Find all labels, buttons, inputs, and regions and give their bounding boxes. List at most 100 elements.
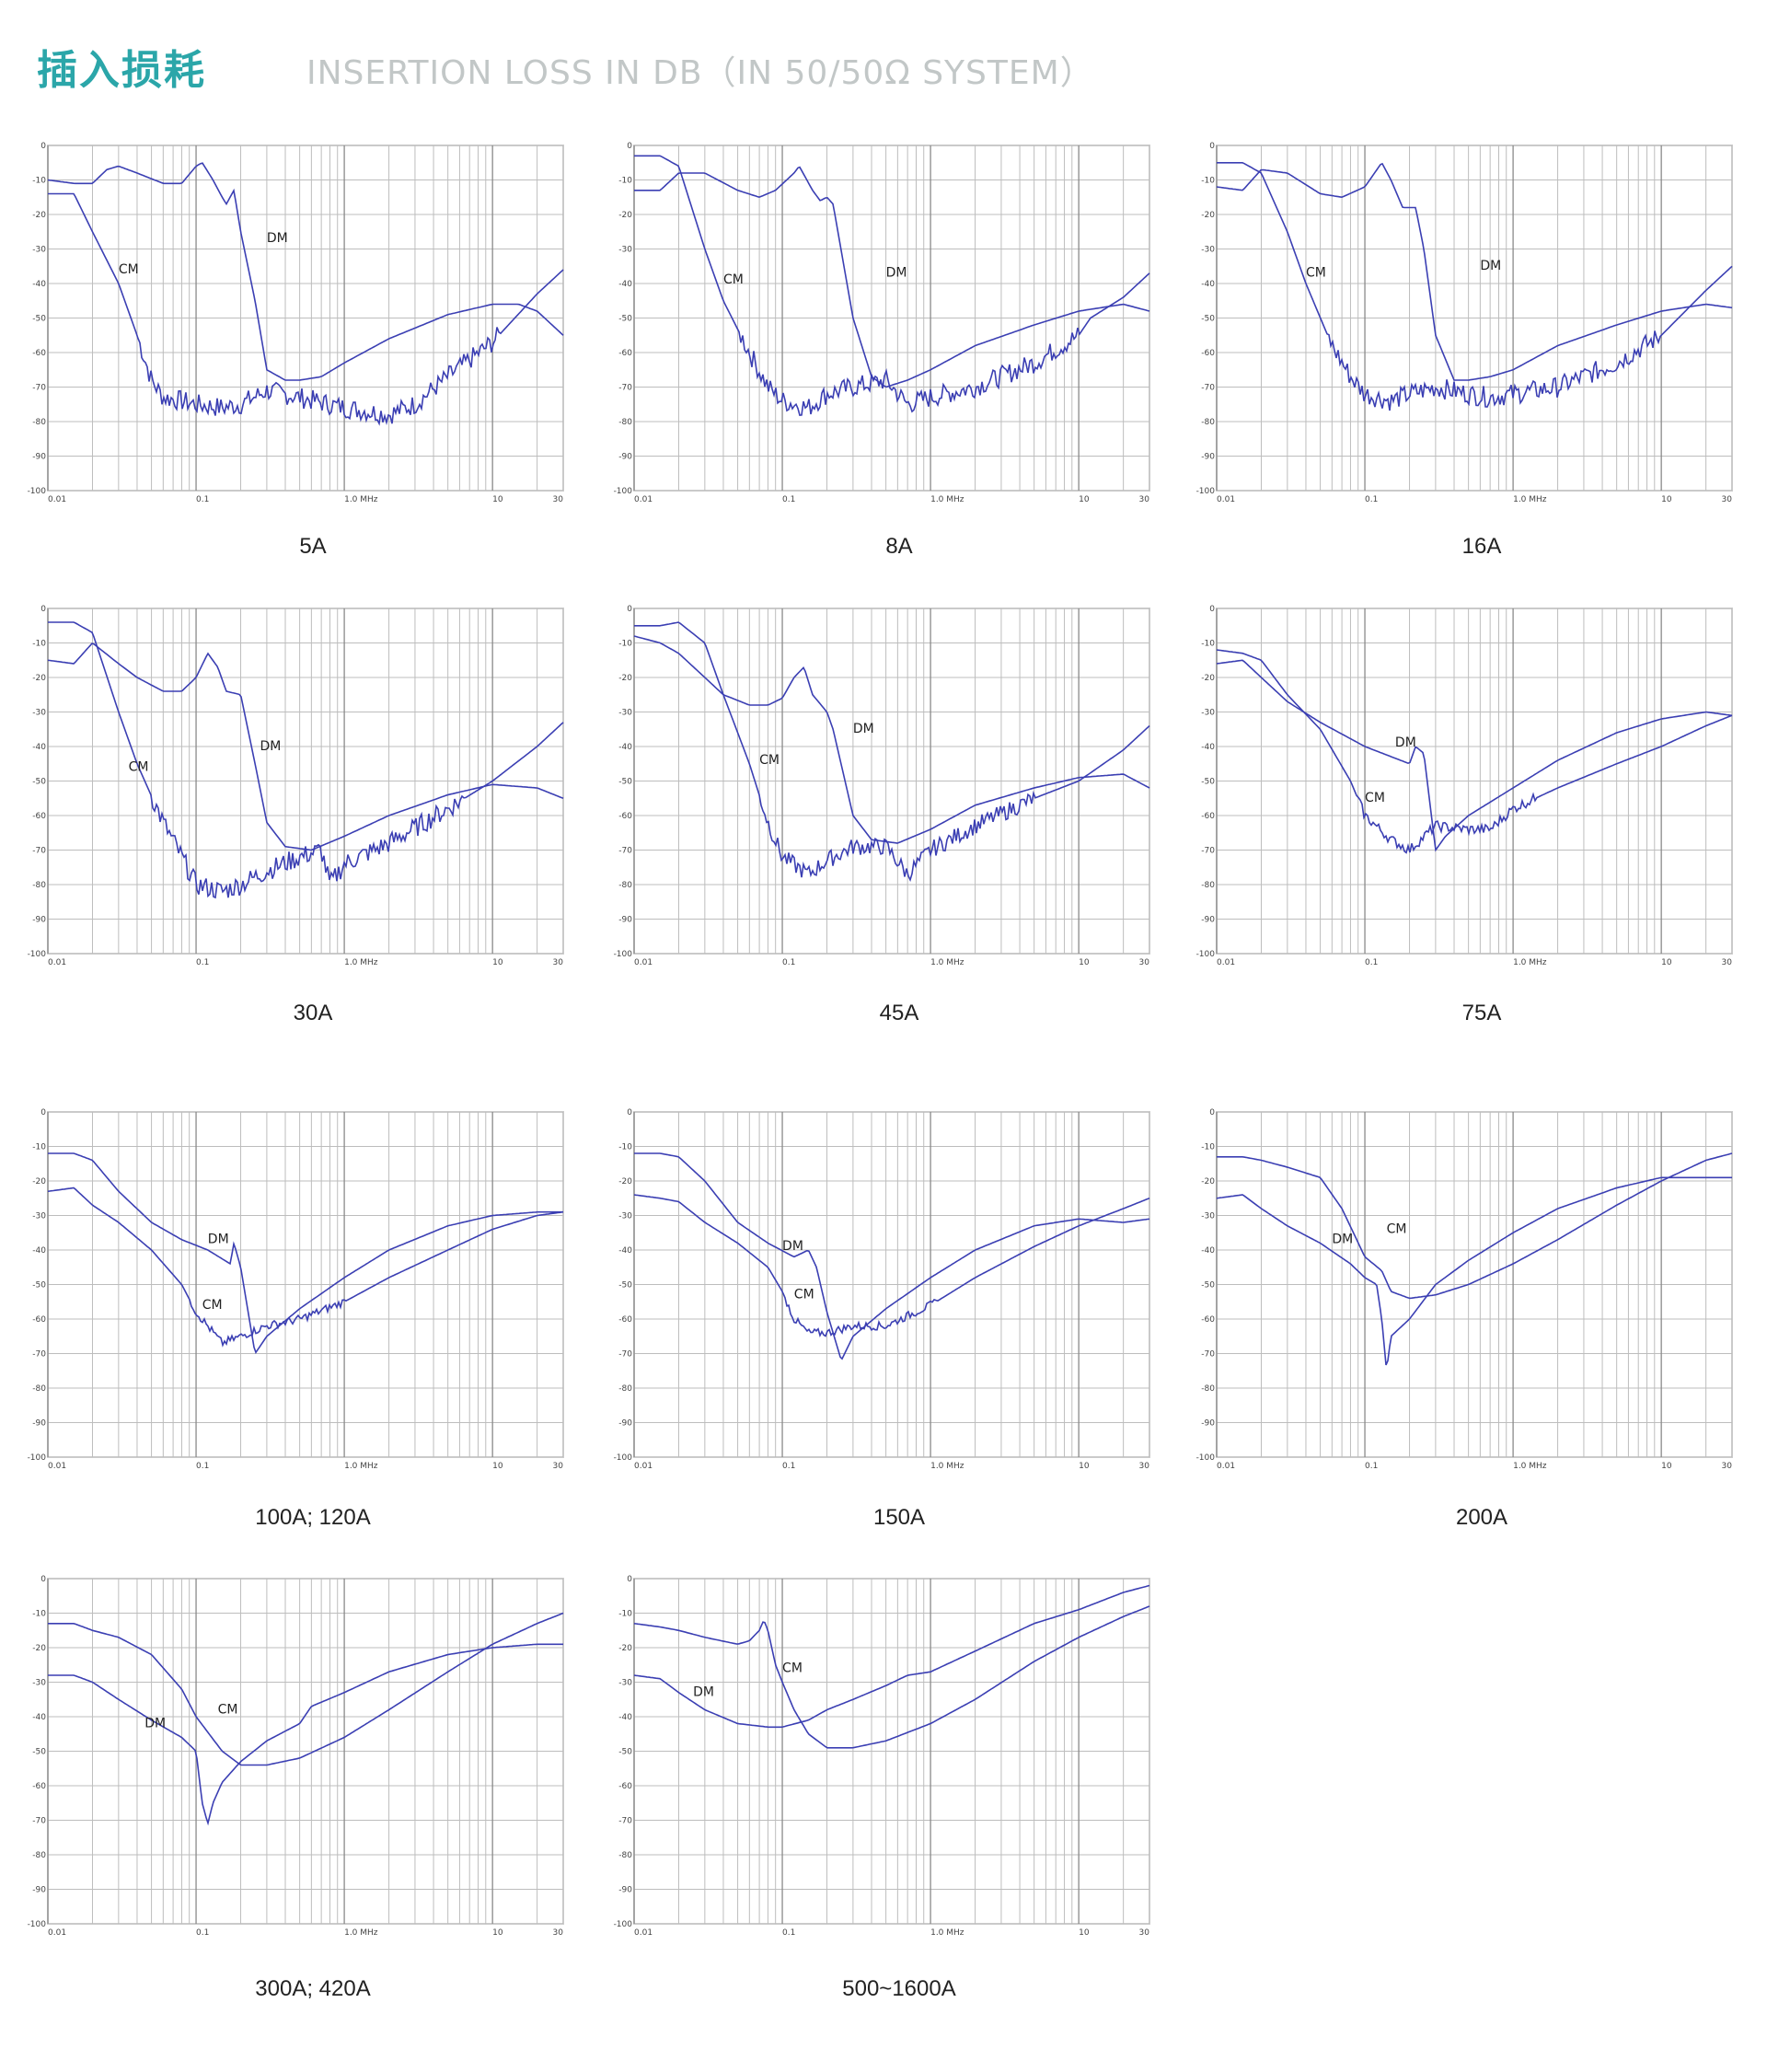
y-tick-label: -40 [1201,1246,1215,1256]
x-tick-label: 10 [1079,1462,1090,1471]
y-tick-label: -60 [1201,812,1215,821]
x-tick-label: 1.0 MHz [344,495,378,504]
y-tick-label: -60 [32,812,46,821]
series-line-cm [1216,649,1733,854]
series-label-dm: DM [260,739,282,754]
x-tick-label: 10 [1079,958,1090,967]
chart-panel: 0 -10 -20 -30 -40 -50 -60 -70 -80 -90 -100 0.01 0.1 1… [28,1103,589,1480]
y-tick-label: -30 [32,1212,46,1221]
y-tick-label: -100 [28,487,47,496]
x-tick-label: 0.01 [1217,958,1235,967]
y-tick-label: -40 [1201,280,1215,289]
x-tick-label: 30 [553,958,564,967]
y-tick-label: -10 [32,1610,46,1619]
x-tick-label: 1.0 MHz [930,495,964,504]
y-tick-label: -90 [618,1886,632,1895]
y-tick-label: -20 [1201,674,1215,683]
chart-panel: 0 -10 -20 -30 -40 -50 -60 -70 -80 -90 -100 0.01 0.1 1… [614,599,1175,977]
chart-panel: 0 -10 -20 -30 -40 -50 -60 -70 -80 -90 -100 0.01 0.1 1… [28,599,589,977]
series-line-dm [48,1643,563,1826]
series-line-dm [633,1584,1150,1729]
chart-panel: 0 -10 -20 -30 -40 -50 -60 -70 -80 -90 -100 0.01 0.1 1… [1196,599,1758,977]
y-tick-label: -30 [618,1679,632,1688]
chart-caption: 16A [1461,534,1502,559]
y-tick-label: -100 [1196,1453,1216,1463]
y-tick-label: -70 [618,384,632,393]
x-tick-label: 1.0 MHz [930,1928,964,1938]
x-tick-label: 1.0 MHz [344,1462,378,1471]
x-tick-label: 0.1 [196,1928,209,1938]
y-tick-label: -40 [618,280,632,289]
chart-caption: 150A [872,1505,926,1530]
y-tick-label: -80 [618,418,632,427]
x-tick-label: 0.01 [48,495,66,504]
y-tick-label: -20 [618,1644,632,1653]
x-tick-label: 0.01 [634,958,653,967]
series-label-cm: CM [129,759,149,774]
x-tick-label: 10 [492,1462,503,1471]
y-tick-label: -60 [32,1782,46,1791]
x-tick-label: 1.0 MHz [1513,495,1547,504]
y-tick-label: 0 [40,1108,46,1117]
x-tick-label: 30 [553,495,564,504]
x-tick-label: 0.1 [1365,958,1378,967]
series-line-dm [634,166,1150,388]
y-tick-label: -40 [618,1713,632,1722]
y-tick-label: -20 [32,1177,46,1186]
chart-caption: 100A; 120A [255,1505,371,1530]
series-label-dm: DM [1332,1233,1353,1247]
chart-caption: 5A [299,534,327,559]
series-label-dm: DM [208,1233,229,1247]
series-line-dm [633,635,1150,844]
chart-caption: 300A; 420A [255,1976,371,2001]
y-tick-label: -40 [32,280,46,289]
y-tick-label: -70 [32,847,46,856]
x-tick-label: 30 [553,1462,564,1471]
y-tick-label: -10 [618,1143,632,1152]
x-tick-label: 1.0 MHz [930,958,964,967]
x-tick-label: 0.01 [48,1928,66,1938]
series-line-cm [1217,162,1733,411]
y-tick-label: -80 [1201,881,1215,890]
y-tick-label: 0 [1209,605,1215,614]
x-tick-label: 0.1 [782,1928,795,1938]
y-tick-label: -40 [32,743,46,752]
y-tick-label: 0 [627,605,632,614]
chart-caption: 8A [885,534,913,559]
title-en: INSERTION LOSS IN DB（IN 50/50Ω SYSTEM） [306,54,1094,92]
chart-caption: 45A [879,1001,919,1025]
x-tick-label: 30 [1139,958,1150,967]
y-tick-label: -40 [32,1713,46,1722]
series-line-cm [48,1612,564,1766]
y-tick-label: 0 [40,605,46,614]
x-tick-label: 10 [492,1928,503,1938]
x-tick-label: 10 [1079,495,1090,504]
x-tick-label: 10 [1661,958,1672,967]
x-tick-label: 0.01 [48,958,66,967]
y-tick-label: -100 [1196,487,1216,496]
y-tick-label: -40 [32,1246,46,1256]
x-tick-label: 0.1 [196,495,209,504]
x-tick-label: 10 [1661,495,1672,504]
y-tick-label: -70 [618,1817,632,1826]
series-label-dm: DM [782,1239,803,1254]
y-tick-label: -20 [618,674,632,683]
y-tick-label: -40 [1201,743,1215,752]
series-label-cm: CM [794,1288,814,1302]
title-cn: 插入损耗 [37,47,206,94]
y-tick-label: -90 [32,1419,46,1429]
y-tick-label: -90 [1201,916,1215,925]
x-tick-label: 0.1 [196,958,209,967]
x-tick-label: 0.01 [634,495,653,504]
x-tick-label: 30 [1139,1462,1150,1471]
y-tick-label: -30 [1201,1212,1215,1221]
x-tick-label: 0.01 [634,1928,653,1938]
series-line-cm [1217,1152,1733,1300]
y-tick-label: -20 [32,1644,46,1653]
y-tick-label: -90 [32,916,46,925]
y-tick-label: -50 [32,315,46,324]
